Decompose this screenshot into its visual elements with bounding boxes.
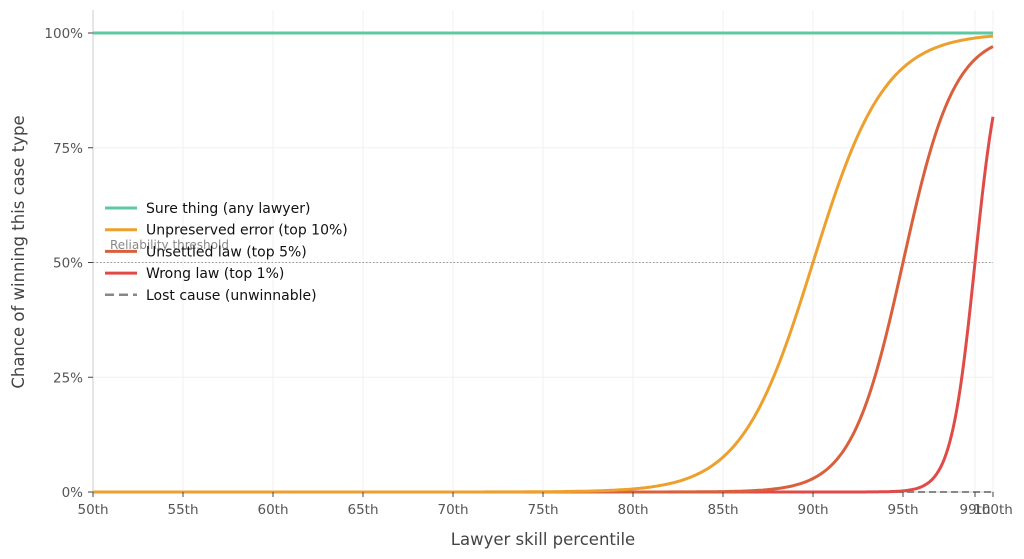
x-tick-label: 85th	[707, 502, 738, 518]
x-tick-label: 80th	[617, 502, 648, 518]
y-tick-label: 75%	[53, 141, 83, 157]
x-tick-label: 70th	[437, 502, 468, 518]
y-tick-label: 0%	[62, 485, 84, 501]
y-tick-label: 100%	[44, 26, 83, 42]
x-axis-ticks: 50th 55th 60th 65th 70th 75th 80th 85th 90th 95th…	[77, 492, 1013, 518]
x-tick-label: 75th	[527, 502, 558, 518]
x-tick-label: 55th	[167, 502, 198, 518]
x-tick-label: 50th	[77, 502, 108, 518]
y-axis-ticks: 0% 25% 50% 75% 100%	[44, 26, 93, 501]
legend-label: Unsettled law (top 5%)	[146, 244, 307, 260]
x-tick-label: 65th	[347, 502, 378, 518]
reliability-threshold-label: Reliability threshold	[110, 238, 229, 252]
legend-label: Unpreserved error (top 10%)	[146, 223, 348, 239]
x-tick-label: 90th	[797, 502, 828, 518]
y-tick-label: 50%	[53, 256, 83, 272]
x-tick-label: 95th	[887, 502, 918, 518]
x-tick-label: 99th	[959, 502, 990, 518]
x-axis-label: Lawyer skill percentile	[451, 530, 635, 549]
legend-label: Sure thing (any lawyer)	[146, 201, 310, 217]
legend: Sure thing (any lawyer) Unpreserved error…	[105, 201, 348, 304]
x-tick-label: 100th	[973, 502, 1013, 518]
y-tick-label: 25%	[53, 370, 83, 386]
legend-label: Lost cause (unwinnable)	[146, 288, 317, 304]
legend-label: Wrong law (top 1%)	[146, 266, 284, 282]
y-axis-label: Chance of winning this case type	[9, 115, 28, 388]
series-line-1	[93, 34, 994, 494]
x-tick-label: 60th	[257, 502, 288, 518]
